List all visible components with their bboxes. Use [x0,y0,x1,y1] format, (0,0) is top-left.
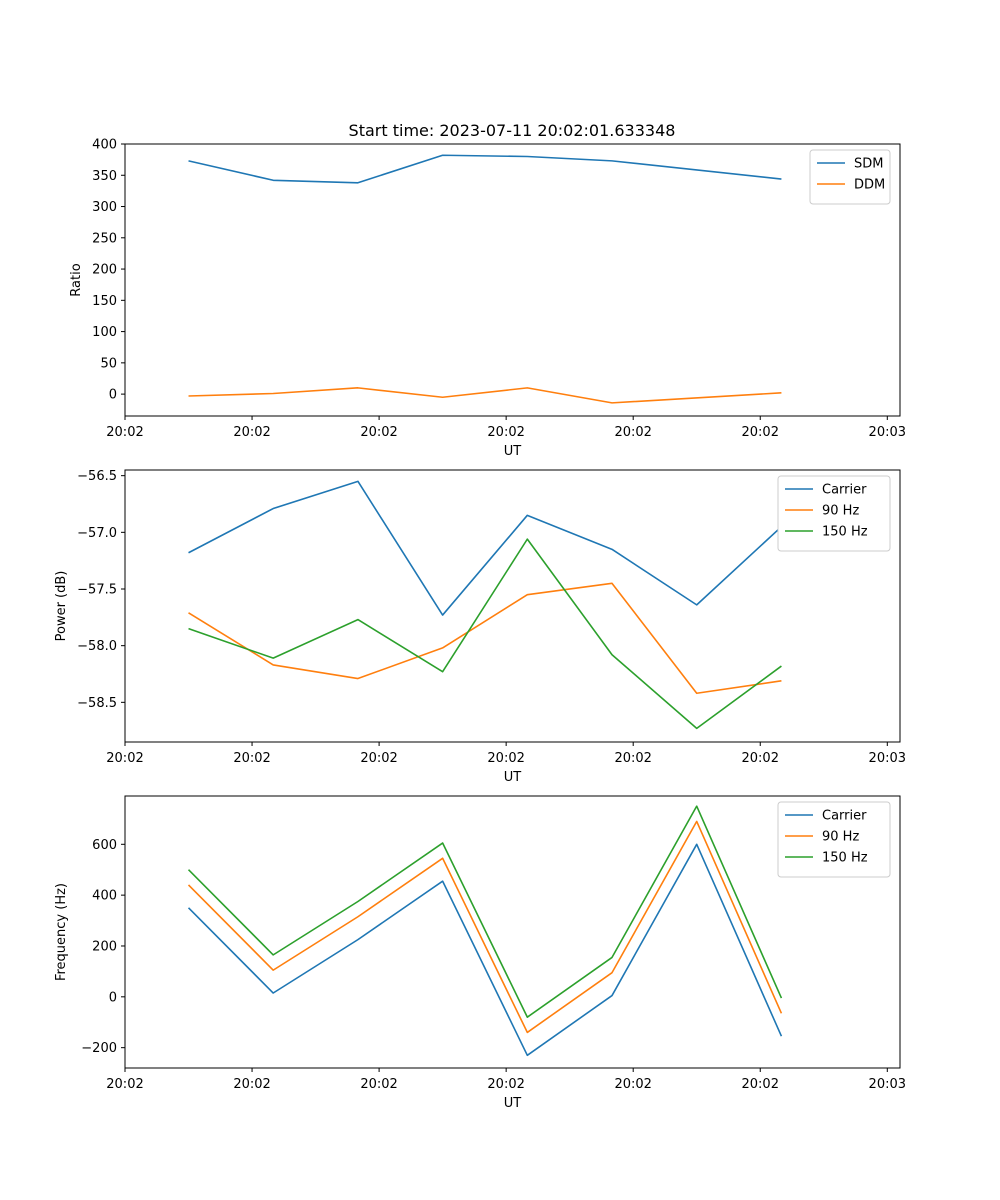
charts-container: 20:02 20:02 20:02 20:02 20:02 20:02 20:03 0 50 10… [54,138,906,1112]
series-line-sdm [188,154,782,184]
series-line-90-hz [188,582,782,695]
chart-panel-1: 20:02 20:02 20:02 20:02 20:02 20:02 20:03 0 50 10… [69,138,906,460]
series-line-150-hz [187,805,783,1018]
legend-box [777,475,891,552]
y-axis-label: Ratio [69,263,84,296]
y-tick-label: 400 [92,889,117,904]
legend: Carrier 90 Hz 150 Hz [777,801,891,878]
x-axis-label: UT [504,1096,522,1111]
x-tick-label: 20:02 [614,1077,651,1092]
x-tick-label: 20:03 [869,1077,906,1092]
x-axis-label: UT [504,770,522,785]
series-line-carrier [187,843,783,1057]
y-tick-label: 250 [92,231,117,246]
y-tick-label: 200 [92,263,117,278]
y-tick-label: −57.0 [77,526,117,541]
x-tick-label: 20:02 [614,425,651,440]
x-tick-label: 20:02 [742,425,779,440]
y-axis-label: Power (dB) [54,571,69,642]
y-tick-label: −56.5 [77,469,117,484]
series-line-90-hz [187,820,783,1034]
legend-label: DDM [854,178,885,193]
y-tick-label: 400 [92,138,117,153]
plot-frame [124,469,901,743]
chart-panel-3: 20:02 20:02 20:02 20:02 20:02 20:02 20:03 −200 0… [54,795,906,1111]
y-tick-label: 0 [109,990,117,1005]
x-tick-label: 20:02 [233,1077,270,1092]
x-tick-label: 20:03 [869,751,906,766]
y-axis-label: Frequency (Hz) [54,883,69,981]
x-tick-label: 20:02 [106,751,143,766]
legend-label: SDM [854,157,883,172]
figure-title: Start time: 2023-07-11 20:02:01.633348 [349,121,676,140]
x-tick-label: 20:02 [233,751,270,766]
y-tick-label: 0 [109,388,117,403]
x-tick-label: 20:03 [869,425,906,440]
legend-label: Carrier [822,809,867,824]
legend-label: 150 Hz [822,851,868,866]
plot-frame [124,795,901,1069]
y-tick-label: 600 [92,838,117,853]
legend: Carrier 90 Hz 150 Hz [777,475,891,552]
legend-label: Carrier [822,483,867,498]
x-tick-label: 20:02 [233,425,270,440]
series-line-ddm [188,387,782,404]
y-tick-label: 200 [92,939,117,954]
y-tick-label: −58.5 [77,696,117,711]
legend: SDM DDM [809,149,891,205]
x-tick-label: 20:02 [487,1077,524,1092]
legend-label: 150 Hz [822,525,868,540]
plot-frame [124,143,901,417]
x-tick-label: 20:02 [360,425,397,440]
legend-label: 90 Hz [822,504,859,519]
x-tick-label: 20:02 [487,425,524,440]
y-tick-label: 100 [92,325,117,340]
y-tick-label: 150 [92,294,117,309]
x-tick-label: 20:02 [742,1077,779,1092]
x-tick-label: 20:02 [106,1077,143,1092]
x-tick-label: 20:02 [360,1077,397,1092]
x-tick-label: 20:02 [106,425,143,440]
series-line-150-hz [188,538,782,730]
y-tick-label: −57.5 [77,583,117,598]
x-axis-label: UT [504,444,522,459]
y-tick-label: −58.0 [77,639,117,654]
x-tick-label: 20:02 [742,751,779,766]
legend-label: 90 Hz [822,830,859,845]
chart-panel-2: 20:02 20:02 20:02 20:02 20:02 20:02 20:03 −58.5… [54,469,906,785]
x-tick-label: 20:02 [487,751,524,766]
x-tick-label: 20:02 [360,751,397,766]
series-line-carrier [188,480,782,616]
x-tick-label: 20:02 [614,751,651,766]
y-tick-label: 50 [100,356,117,371]
y-tick-label: 300 [92,200,117,215]
y-tick-label: 350 [92,169,117,184]
y-tick-label: −200 [81,1041,117,1056]
legend-box [777,801,891,878]
